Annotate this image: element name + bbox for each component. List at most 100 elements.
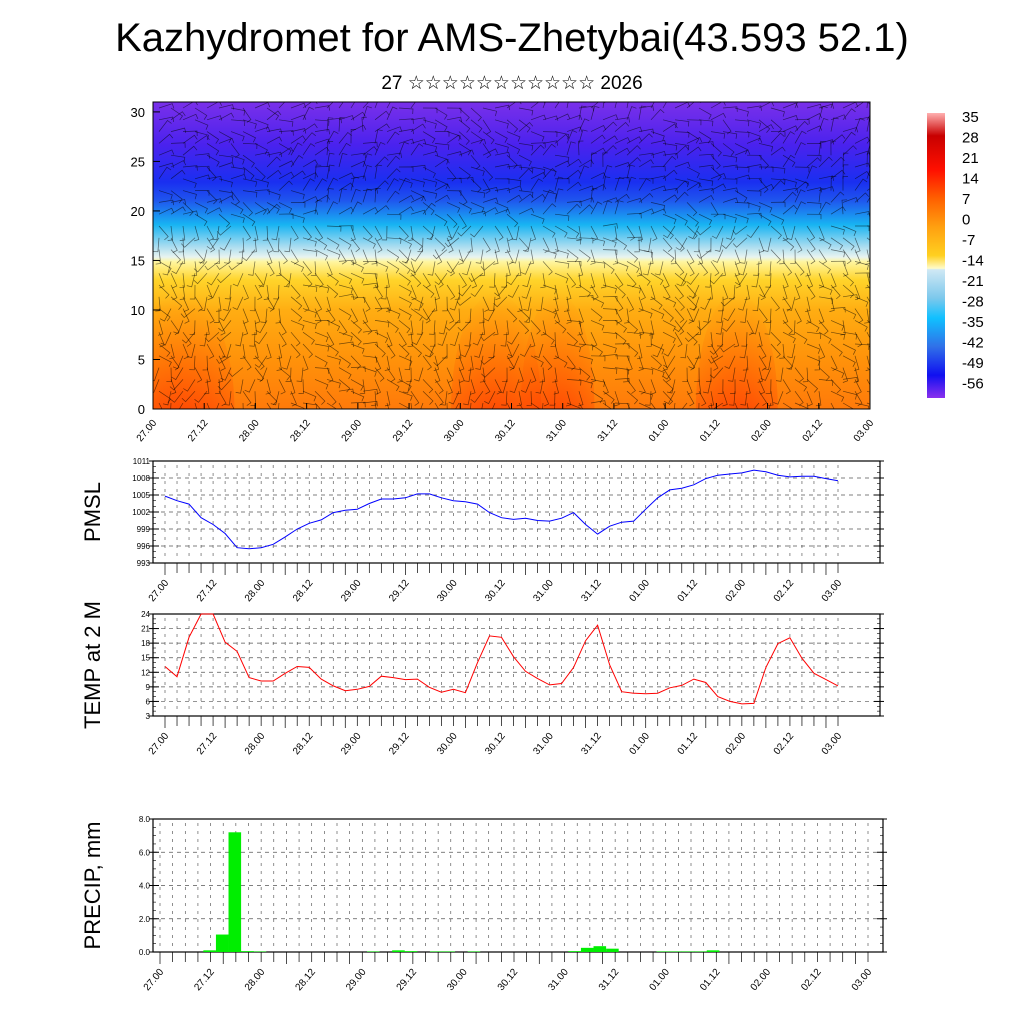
wind-barb (554, 102, 560, 109)
wind-barb (494, 284, 501, 301)
x-tick-label: 31.00 (531, 731, 556, 758)
wind-barb (278, 249, 288, 265)
wind-barb (782, 225, 788, 242)
wind-barb (590, 355, 606, 362)
wind-barb (626, 272, 637, 288)
wind-barb (242, 402, 244, 409)
wind-barb (314, 355, 328, 368)
wind-barb (686, 391, 695, 407)
wind-barb (542, 143, 556, 156)
colorbar-label: 28 (962, 130, 979, 147)
wind-barb (314, 284, 330, 293)
wind-barb (435, 131, 450, 137)
wind-barb (507, 332, 520, 345)
wind-barb (158, 284, 170, 299)
wind-barb (842, 164, 849, 179)
wind-barb (424, 343, 436, 358)
wind-barb (688, 225, 700, 240)
wind-barb (602, 114, 619, 121)
wind-barb (566, 203, 581, 215)
wind-barb (578, 140, 584, 156)
wind-barb (170, 142, 186, 148)
wind-barb (566, 308, 572, 324)
wind-barb (430, 332, 436, 347)
wind-barb (518, 190, 534, 198)
wind-barb (362, 260, 378, 267)
wind-barb (578, 367, 591, 381)
wind-barb (446, 402, 448, 409)
wind-barb (542, 331, 555, 345)
wind-barb (854, 237, 861, 253)
wind-barb (602, 249, 618, 256)
x-tick-label: 02.00 (724, 578, 749, 605)
wind-barb (662, 123, 678, 132)
wind-barb (242, 131, 256, 143)
wind-barb (254, 166, 266, 181)
wind-barb (626, 331, 642, 339)
wind-barb (716, 308, 724, 323)
wind-barb (153, 367, 160, 382)
wind-barb (158, 120, 172, 132)
wind-barb (326, 402, 338, 409)
wind-barb (218, 104, 235, 110)
wind-barb (775, 367, 784, 382)
wind-barb (186, 343, 196, 359)
wind-barb (157, 320, 164, 336)
wind-barb (206, 154, 220, 167)
wind-barb (712, 249, 724, 263)
wind-barb (779, 343, 785, 359)
wind-barb (182, 178, 197, 189)
wind-barb (350, 249, 357, 265)
wind-barb (590, 308, 603, 322)
wind-barb (302, 308, 317, 318)
wind-barb (205, 331, 220, 343)
wind-barb (482, 178, 491, 194)
wind-barb (698, 107, 712, 120)
wind-barb (326, 261, 333, 277)
wind-barb (770, 296, 780, 312)
wind-barb (714, 237, 724, 252)
wind-barb (422, 284, 435, 298)
wind-barb (578, 391, 584, 407)
wind-barb (470, 402, 472, 409)
wind-barb (806, 187, 823, 193)
wind-barb (575, 273, 582, 289)
wind-barb (727, 367, 736, 382)
wind-barb (232, 273, 244, 287)
wind-barb (446, 131, 461, 141)
wind-barb (223, 249, 232, 264)
wind-barb (818, 402, 820, 409)
wind-barb (374, 320, 390, 328)
x-tick-label: 28.12 (293, 967, 318, 994)
wind-barb (663, 391, 676, 405)
wind-barb (158, 207, 175, 215)
wind-barb (626, 225, 635, 241)
wind-barb (674, 161, 691, 168)
wind-barb (232, 296, 244, 310)
wind-barb (384, 355, 391, 371)
wind-barb (253, 225, 259, 242)
wind-barb (554, 131, 570, 140)
wind-barb (326, 284, 339, 299)
wind-barb (362, 105, 373, 120)
wind-barb (194, 296, 203, 312)
wind-barb (410, 284, 417, 301)
wind-barb (530, 144, 545, 156)
wind-barb (728, 284, 736, 300)
wind-barb (362, 308, 369, 324)
field-area (153, 102, 870, 409)
wind-barb (455, 343, 462, 359)
wind-barb (314, 178, 327, 191)
wind-barb (578, 197, 595, 203)
wind-barb (734, 402, 738, 409)
wind-barb (708, 402, 724, 409)
wind-barb (155, 296, 161, 312)
wind-barb (842, 152, 849, 168)
wind-barb (434, 154, 449, 165)
wind-barb (662, 308, 674, 322)
wind-barb (578, 355, 593, 365)
wind-barb (216, 261, 232, 270)
wind-barb (446, 261, 460, 274)
wind-barb (386, 379, 400, 392)
wind-barb (782, 273, 789, 289)
